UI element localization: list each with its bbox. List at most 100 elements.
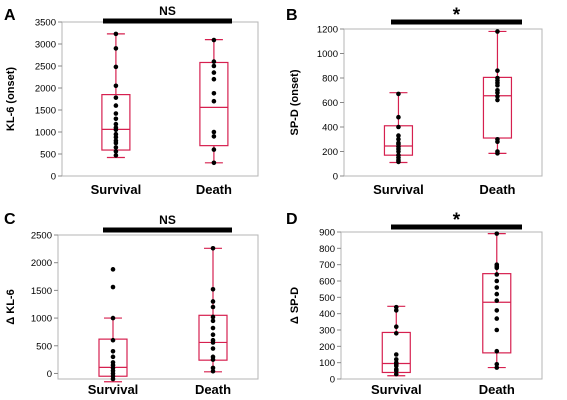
data-point <box>113 145 119 150</box>
data-point <box>393 357 399 362</box>
data-point <box>396 114 401 120</box>
data-point <box>494 272 500 277</box>
data-point <box>113 31 119 37</box>
y-tick-label: 0 <box>333 172 338 183</box>
data-point <box>211 37 217 43</box>
data-point <box>396 124 401 130</box>
y-tick-label: 500 <box>319 293 335 304</box>
y-tick-label: 500 <box>36 341 52 352</box>
data-point <box>211 70 217 75</box>
data-point <box>110 337 116 343</box>
y-tick-label: 300 <box>319 326 335 337</box>
data-point <box>494 265 500 271</box>
data-point <box>210 368 216 374</box>
data-point <box>211 129 217 135</box>
y-axis-label: SP-D (onset) <box>289 69 301 135</box>
data-point <box>393 352 399 357</box>
data-point <box>113 140 119 146</box>
data-point <box>494 348 500 354</box>
data-point <box>393 371 399 377</box>
plot-frame <box>61 21 259 177</box>
y-tick-label: 600 <box>319 277 335 288</box>
data-point <box>113 111 119 116</box>
y-axis-label: Δ SP-D <box>289 287 301 324</box>
x-category-label: Survival <box>88 382 139 397</box>
y-axis-label: Δ KL-6 <box>5 289 17 324</box>
significance-label: NS <box>159 213 176 227</box>
data-point <box>495 94 500 99</box>
data-point <box>495 97 500 103</box>
significance-label: * <box>453 5 461 26</box>
data-point <box>113 64 119 70</box>
x-category-label: Death <box>195 382 231 397</box>
plot-frame <box>57 234 259 380</box>
y-tick-label: 200 <box>319 342 335 353</box>
data-point <box>494 365 500 370</box>
y-tick-label: 1500 <box>31 286 52 297</box>
y-tick-label: 600 <box>322 98 338 109</box>
data-point <box>210 357 216 362</box>
data-point <box>211 63 217 69</box>
data-point <box>494 291 500 297</box>
y-tick-label: 1000 <box>31 314 52 325</box>
y-tick-label: 800 <box>319 244 335 255</box>
data-point <box>210 332 216 337</box>
data-point <box>396 149 401 154</box>
data-point <box>494 327 500 333</box>
data-point <box>113 134 119 140</box>
plot-frame <box>340 231 543 380</box>
data-point <box>210 365 216 371</box>
data-point <box>110 284 116 290</box>
data-point <box>113 127 119 133</box>
data-point <box>210 304 216 310</box>
panel-letter: A <box>4 7 16 24</box>
data-point <box>393 308 399 313</box>
y-tick-label: 2000 <box>35 84 56 95</box>
y-tick-label: 900 <box>319 228 335 239</box>
y-axis-label: KL-6 (onset) <box>5 67 17 132</box>
data-point <box>110 354 116 360</box>
data-point <box>210 314 216 320</box>
y-tick-label: 0 <box>51 172 56 183</box>
plot-frame <box>343 28 543 177</box>
data-point <box>211 59 217 64</box>
data-point <box>211 160 217 166</box>
data-point <box>113 153 119 158</box>
data-point <box>113 116 119 122</box>
y-tick-label: 0 <box>47 369 52 380</box>
x-category-label: Death <box>196 182 232 197</box>
data-point <box>210 299 216 304</box>
panel-letter: B <box>286 7 298 24</box>
data-point <box>211 98 217 104</box>
x-category-label: Survival <box>373 182 424 197</box>
panel-letter: C <box>4 211 16 228</box>
data-point <box>494 298 500 303</box>
x-category-label: Survival <box>91 182 142 197</box>
y-tick-label: 700 <box>319 260 335 271</box>
data-point <box>211 90 217 96</box>
data-point <box>210 318 216 324</box>
data-point <box>110 267 116 272</box>
y-tick-label: 2500 <box>31 231 52 242</box>
data-point <box>110 376 116 382</box>
data-point <box>113 95 119 100</box>
y-tick-label: 1200 <box>317 25 338 36</box>
data-point <box>494 308 500 313</box>
x-category-label: Death <box>479 182 515 197</box>
data-point <box>393 363 399 369</box>
data-point <box>396 91 401 97</box>
data-point <box>396 136 401 142</box>
y-tick-label: 400 <box>319 309 335 320</box>
data-point <box>393 304 399 310</box>
data-point <box>495 29 500 34</box>
data-point <box>110 349 116 354</box>
y-tick-label: 1000 <box>317 49 338 60</box>
data-point <box>396 133 401 138</box>
y-tick-label: 400 <box>322 123 338 134</box>
y-tick-label: 1500 <box>35 106 56 117</box>
data-point <box>210 325 216 331</box>
data-point <box>113 46 119 51</box>
x-category-label: Death <box>479 382 515 397</box>
data-point <box>113 149 119 154</box>
